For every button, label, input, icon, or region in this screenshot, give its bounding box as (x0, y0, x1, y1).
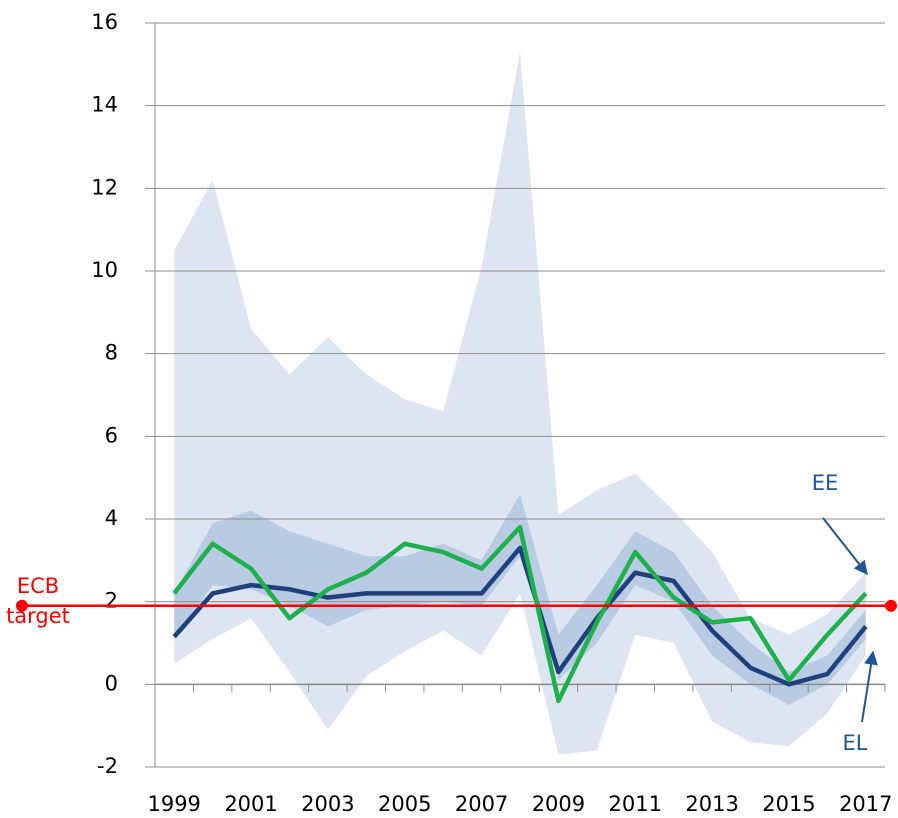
target-dot (885, 599, 897, 612)
x-tick-label: 2009 (532, 792, 585, 816)
target-label: target (6, 604, 70, 628)
y-tick-label: 0 (105, 671, 118, 695)
y-tick-label: 2 (105, 589, 118, 613)
x-tick-label: 2017 (839, 792, 892, 816)
series-label: EE (812, 471, 839, 495)
x-tick-label: 2013 (685, 792, 738, 816)
y-tick-label: 6 (105, 423, 118, 447)
y-tick-label: 14 (91, 93, 118, 117)
series-label: EL (843, 731, 868, 755)
x-tick-label: 2003 (301, 792, 354, 816)
target-label: ECB (17, 574, 59, 598)
y-tick-label: 10 (91, 258, 118, 282)
x-tick-label: 2007 (455, 792, 508, 816)
y-tick-label: 4 (105, 506, 118, 530)
x-tick-label: 1999 (147, 792, 200, 816)
target-dot (16, 599, 28, 612)
arrow (861, 650, 878, 723)
x-tick-label: 2011 (609, 792, 662, 816)
x-tick-label: 2001 (224, 792, 277, 816)
y-tick-label: 12 (91, 175, 118, 199)
y-tick-label: -2 (97, 754, 118, 778)
y-tick-label: 8 (105, 341, 118, 365)
x-tick-label: 2015 (762, 792, 815, 816)
y-tick-label: 16 (91, 10, 118, 34)
series-line (172, 545, 868, 687)
range-band (174, 51, 866, 755)
series-line (172, 525, 868, 704)
arrow (822, 517, 868, 576)
x-tick-label: 2005 (378, 792, 431, 816)
